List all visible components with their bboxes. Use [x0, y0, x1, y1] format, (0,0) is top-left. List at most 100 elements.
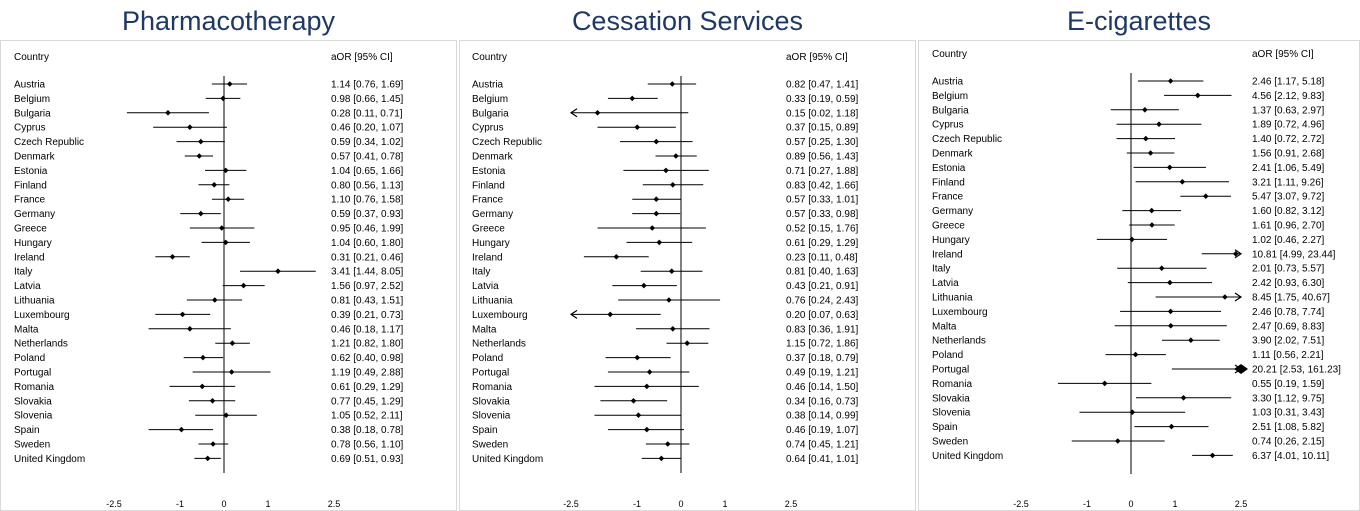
estimate-label: 3.41 [1.44, 8.05]: [331, 267, 404, 278]
ci-truncation-arrow: [569, 309, 578, 319]
country-label: Spain: [932, 422, 958, 433]
country-label: Poland: [14, 353, 45, 364]
estimate-label: 0.78 [0.56, 1.10]: [331, 440, 404, 451]
estimate-label: 2.42 [0.93, 6.30]: [1252, 278, 1325, 289]
panel-title: Cessation Services: [571, 6, 804, 36]
estimate-label: 0.80 [0.56, 1.13]: [331, 180, 404, 191]
country-header: Country: [932, 49, 967, 60]
estimate-label: 0.23 [0.11, 0.48]: [786, 252, 858, 263]
country-label: Hungary: [472, 238, 510, 249]
estimate-label: 0.46 [0.19, 1.07]: [786, 425, 859, 436]
estimate-marker: [1209, 452, 1216, 459]
estimate-label: 1.11 [0.56, 2.21]: [1252, 350, 1324, 361]
estimate-marker: [1194, 92, 1201, 99]
forest-plot: Country aOR [95% CI] -2.5 -1 0 1 2.5 Austria 0.8…: [472, 52, 859, 509]
estimate-marker: [613, 254, 620, 260]
estimate-label: 0.89 [0.56, 1.43]: [786, 152, 859, 163]
x-tick-label: 2.5: [328, 499, 341, 509]
estimate-label: 0.37 [0.18, 0.79]: [786, 353, 859, 364]
estimate-label: 2.47 [0.69, 8.83]: [1252, 321, 1325, 332]
country-label: Ireland: [932, 249, 963, 260]
estimate-label: 0.33 [0.19, 0.59]: [786, 94, 859, 105]
estimate-label: 0.81 [0.40, 1.63]: [786, 267, 859, 278]
estimate-label: 0.59 [0.37, 0.93]: [331, 209, 404, 220]
estimate-marker: [220, 95, 226, 102]
estimate-label: 1.04 [0.60, 1.80]: [331, 238, 404, 249]
value-header: aOR [95% CI]: [331, 52, 393, 63]
estimate-label: 0.37 [0.15, 0.89]: [786, 123, 859, 134]
estimate-label: 0.52 [0.15, 1.76]: [786, 224, 859, 235]
country-label: Austria: [14, 80, 46, 91]
estimate-marker: [1167, 323, 1174, 329]
estimate-marker: [169, 254, 176, 260]
panel-pharmacotherapy: Pharmacotherapy Country aOR [95% CI] -2.5 -…: [0, 0, 457, 511]
estimate-marker: [211, 297, 218, 303]
estimate-label: 0.69 [0.51, 0.93]: [331, 454, 404, 465]
estimate-marker: [669, 81, 676, 87]
estimate-label: 3.90 [2.02, 7.51]: [1252, 336, 1325, 347]
country-label: Cyprus: [472, 123, 504, 134]
estimate-label: 0.46 [0.18, 1.17]: [331, 324, 404, 335]
estimate-marker: [653, 210, 660, 217]
estimate-marker: [199, 383, 206, 390]
estimate-marker: [187, 124, 193, 130]
estimate-marker: [664, 441, 671, 447]
estimate-label: 0.38 [0.14, 0.99]: [786, 411, 859, 422]
country-label: Czech Republic: [932, 134, 1002, 145]
estimate-marker: [1179, 179, 1186, 185]
country-label: Luxembourg: [472, 310, 528, 321]
estimate-marker: [1158, 265, 1165, 271]
x-tick-label: 0: [1128, 499, 1133, 509]
estimate-label: 1.21 [0.82, 1.80]: [331, 339, 404, 350]
country-header: Country: [472, 52, 507, 63]
country-label: Greece: [472, 224, 505, 235]
x-tick-label: -1: [176, 499, 184, 509]
estimate-label: 1.89 [0.72, 4.96]: [1252, 120, 1325, 131]
estimate-label: 8.45 [1.75, 40.67]: [1252, 293, 1330, 304]
estimate-marker: [1188, 337, 1194, 343]
estimate-label: 0.61 [0.29, 1.29]: [786, 238, 859, 249]
estimate-label: 6.37 [4.01, 10.11]: [1252, 451, 1329, 462]
estimate-label: 2.46 [1.17, 5.18]: [1252, 77, 1325, 88]
estimate-marker: [1156, 121, 1162, 127]
estimate-marker: [223, 412, 229, 418]
estimate-marker: [1147, 150, 1154, 156]
estimate-label: 0.83 [0.42, 1.66]: [786, 180, 859, 191]
x-tick-label: 2.5: [785, 499, 798, 509]
panel-title: Pharmacotherapy: [121, 6, 336, 36]
country-label: Greece: [932, 221, 965, 232]
estimate-marker: [211, 182, 217, 188]
country-label: Sweden: [14, 440, 50, 451]
estimate-marker: [630, 398, 637, 404]
estimate-marker: [670, 326, 676, 332]
country-label: Poland: [472, 353, 503, 364]
estimate-label: 0.82 [0.47, 1.41]: [786, 80, 859, 91]
country-label: Estonia: [14, 166, 48, 177]
estimate-label: 0.74 [0.26, 2.15]: [1252, 437, 1325, 448]
estimate-marker: [1143, 135, 1149, 142]
estimate-marker: [197, 210, 204, 217]
estimate-label: 0.95 [0.46, 1.99]: [331, 224, 404, 235]
country-label: Bulgaria: [932, 105, 969, 116]
estimate-marker: [658, 455, 665, 462]
estimate-marker: [222, 167, 229, 174]
estimate-label: 0.38 [0.18, 0.78]: [331, 425, 404, 436]
estimate-marker: [607, 311, 613, 318]
country-label: Germany: [14, 209, 55, 220]
estimate-label: 1.61 [0.96, 2.70]: [1252, 221, 1325, 232]
country-label: Cyprus: [14, 123, 46, 134]
estimate-label: 1.10 [0.76, 1.58]: [331, 195, 404, 206]
country-label: Spain: [14, 425, 40, 436]
estimate-marker: [594, 110, 601, 116]
country-label: Belgium: [932, 91, 968, 102]
country-label: Belgium: [14, 94, 50, 105]
estimate-label: 0.46 [0.14, 1.50]: [786, 382, 859, 393]
estimate-marker: [1166, 164, 1173, 171]
estimate-marker: [179, 311, 186, 318]
country-label: Finland: [932, 177, 965, 188]
estimate-marker: [673, 153, 679, 159]
country-label: Germany: [932, 206, 973, 217]
forest-plot: Country aOR [95% CI] -2.5 -1 0 1 2.5 Austria 1.1…: [14, 52, 404, 509]
x-tick-label: 0: [678, 499, 683, 509]
estimate-label: 5.47 [3.07, 9.72]: [1252, 192, 1325, 203]
